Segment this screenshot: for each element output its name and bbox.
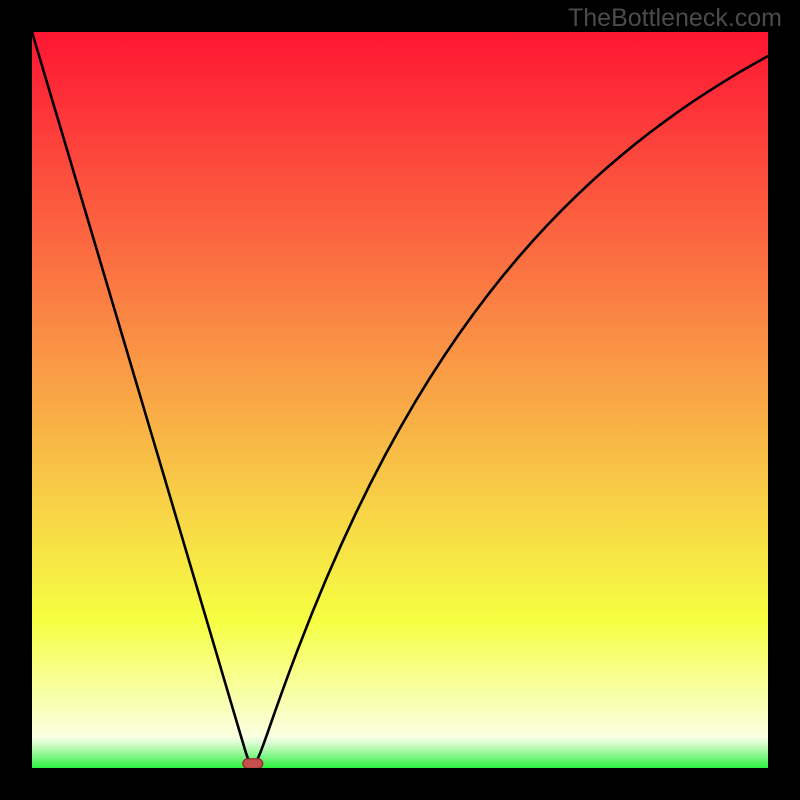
watermark-text: TheBottleneck.com — [568, 4, 782, 33]
plot-area — [32, 32, 768, 768]
chart-svg — [32, 32, 768, 768]
optimum-marker — [243, 759, 263, 768]
